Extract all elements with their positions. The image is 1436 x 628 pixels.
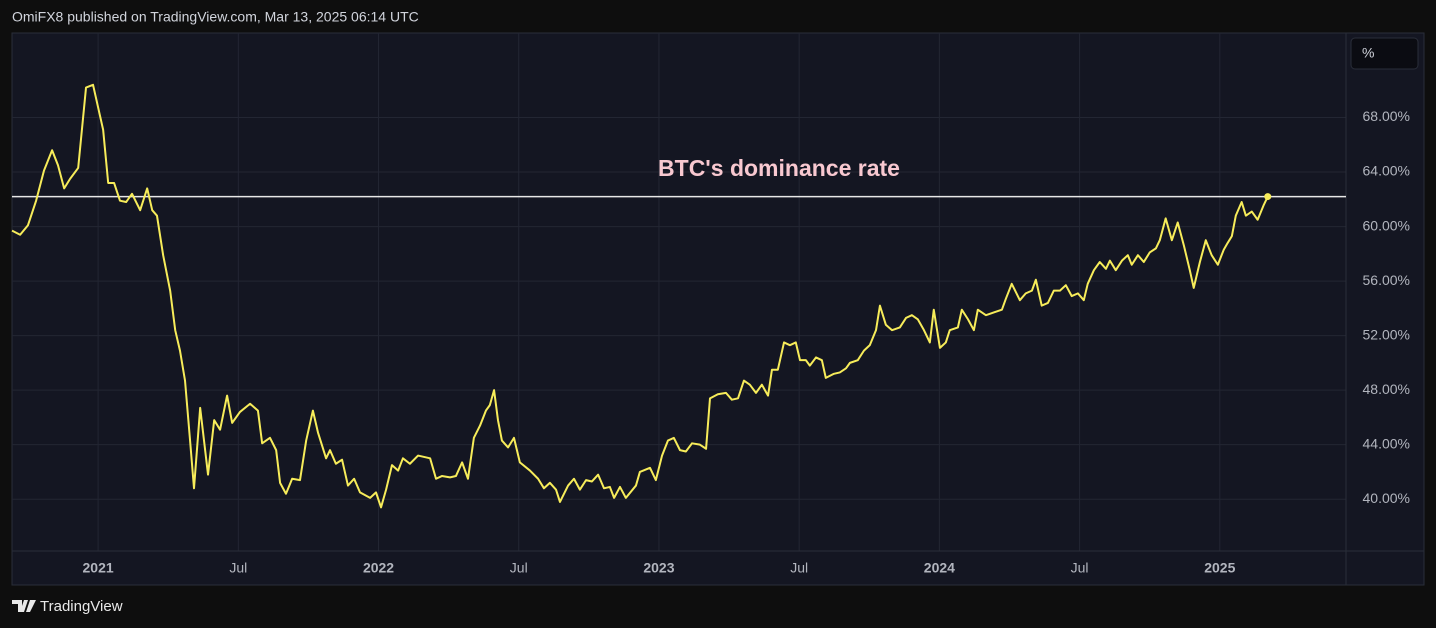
- logo-mark: [12, 600, 36, 612]
- x-tick-label: 2024: [924, 560, 955, 576]
- x-tick-label: Jul: [229, 560, 247, 576]
- x-tick-label: 2023: [643, 560, 674, 576]
- y-tick-label: 48.00%: [1363, 381, 1410, 397]
- header: OmiFX8 published on TradingView.com, Mar…: [12, 9, 419, 25]
- y-tick-label: 68.00%: [1363, 108, 1410, 124]
- y-tick-label: 52.00%: [1363, 326, 1410, 342]
- y-tick-label: 56.00%: [1363, 272, 1410, 288]
- logo: [12, 600, 36, 612]
- y-tick-label: 60.00%: [1363, 217, 1410, 233]
- line-series: [11, 83, 1269, 509]
- y-tick-label: 64.00%: [1363, 163, 1410, 179]
- footer-brand: TradingView: [40, 598, 123, 615]
- x-tick-label: 2022: [363, 560, 394, 576]
- x-tick-label: Jul: [1071, 560, 1089, 576]
- x-tick-label: Jul: [510, 560, 528, 576]
- chart-panel: [11, 32, 1425, 586]
- grid: [12, 33, 1346, 551]
- y-tick-label: 40.00%: [1363, 490, 1410, 506]
- scale-button-label[interactable]: %: [1362, 45, 1374, 61]
- x-tick-label: Jul: [790, 560, 808, 576]
- y-tick-label: 44.00%: [1363, 435, 1410, 451]
- last-point: [1264, 193, 1272, 201]
- scale-button[interactable]: [1350, 37, 1419, 70]
- x-tick-label: 2021: [83, 560, 114, 576]
- x-tick-label: 2025: [1204, 560, 1235, 576]
- annotation: BTC's dominance rate: [658, 155, 900, 181]
